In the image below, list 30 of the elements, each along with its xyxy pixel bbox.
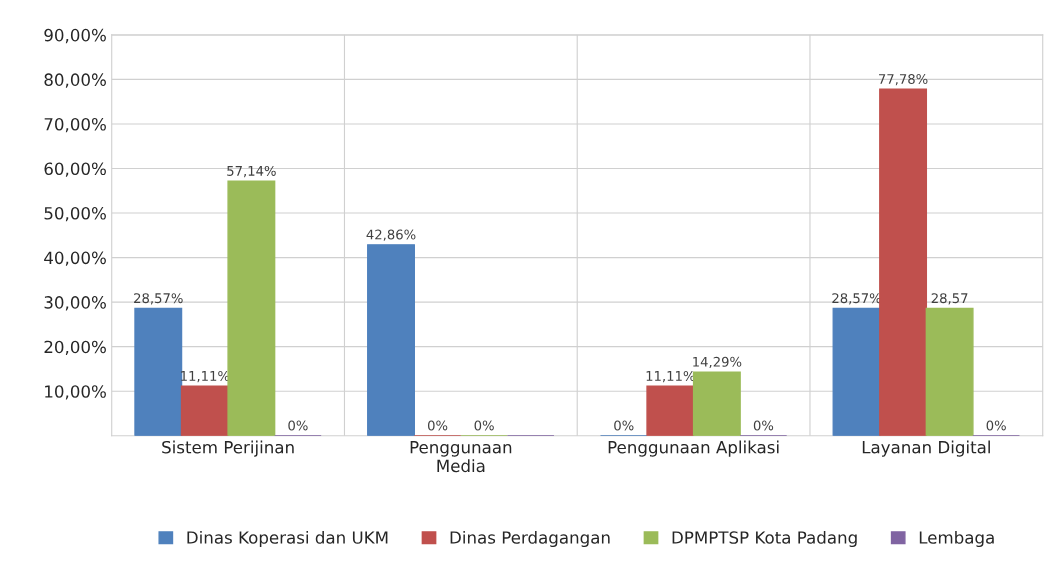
data-label: 11,11% (646, 370, 695, 383)
data-label: 0% (614, 420, 634, 431)
data-label: 42,86% (366, 229, 416, 241)
data-label: 28,57% (134, 293, 183, 305)
data-label: 28,57 (931, 293, 968, 305)
data-label: 57,14% (227, 165, 276, 178)
y-tick-label: 20,00% (44, 340, 106, 355)
data-label: 77,78% (879, 73, 928, 86)
y-tick-label: 80,00% (44, 73, 106, 88)
y-tick-label: 40,00% (44, 251, 106, 266)
legend-label: Lembaga (919, 530, 994, 548)
y-tick-label: 30,00% (44, 296, 106, 311)
y-tick-label: 70,00% (44, 117, 106, 133)
legend-label: Dinas Koperasi dan UKM (187, 530, 388, 548)
x-tick-label: Layanan Digital (862, 440, 990, 457)
x-tick-label: Penggunaan Media (410, 441, 512, 473)
data-label: 0% (986, 420, 1006, 431)
data-label: 0% (288, 420, 308, 431)
y-tick-label: 50,00% (44, 207, 106, 222)
data-label: 0% (753, 420, 774, 431)
data-label: 0% (474, 420, 494, 431)
y-tick-label: 90,00% (44, 28, 106, 44)
legend-label: DPMPTSP Kota Padang (672, 530, 857, 548)
data-label: 14,29% (693, 356, 742, 369)
x-tick-label: Sistem Perijinan (162, 440, 294, 457)
data-label: 0% (427, 420, 448, 431)
y-tick-label: 10,00% (45, 385, 106, 400)
x-tick-label: Penggunaan Aplikasi (608, 440, 779, 457)
legend-label: Dinas Perdagangan (450, 530, 610, 548)
y-tick-label: 60,00% (44, 162, 106, 177)
